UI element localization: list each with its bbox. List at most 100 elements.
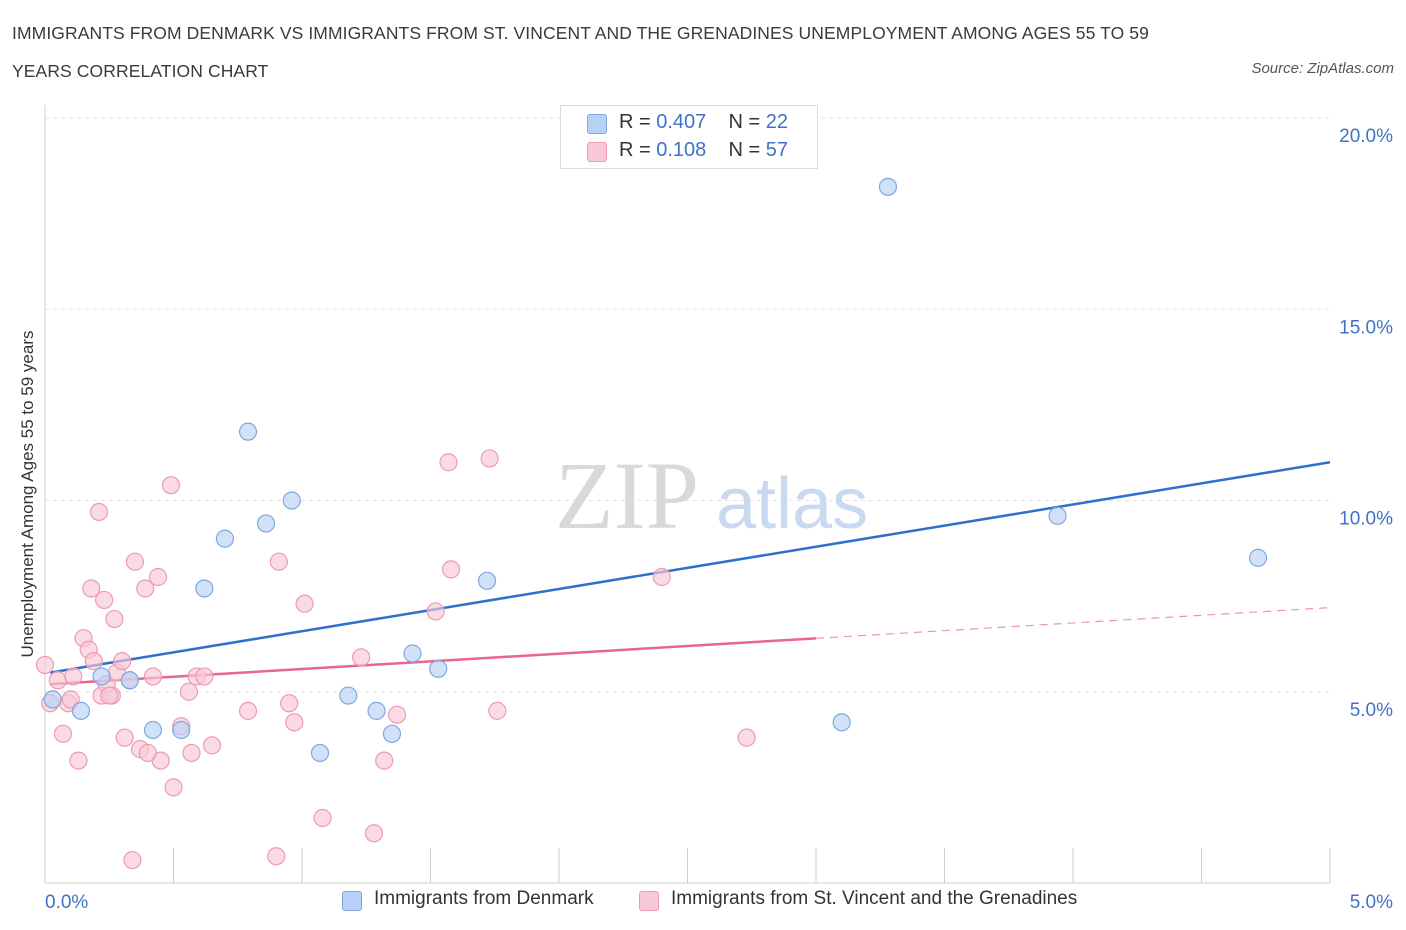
point-denmark (92, 667, 111, 686)
chart-title: IMMIGRANTS FROM DENMARK VS IMMIGRANTS FR… (12, 23, 1149, 81)
point-denmark (1248, 548, 1268, 567)
correlation-legend: R = 0.407 N = 22 R = 0.108 N = 57 (560, 105, 818, 169)
point-denmark (832, 713, 851, 732)
y-tick-label: 10.0% (1339, 509, 1393, 530)
trend-line (49, 461, 1331, 674)
point-st-vincent (295, 594, 314, 613)
point-denmark (310, 743, 330, 763)
point-st-vincent (48, 671, 67, 690)
point-st-vincent (439, 453, 458, 472)
point-st-vincent (125, 552, 145, 571)
point-denmark (195, 579, 214, 598)
point-st-vincent (195, 667, 214, 686)
point-denmark (339, 686, 358, 705)
gridlines (45, 117, 1330, 693)
point-st-vincent (105, 609, 124, 629)
bottom-legend-label-denmark: Immigrants from Denmark (374, 888, 594, 909)
point-st-vincent (285, 713, 304, 732)
point-denmark (429, 659, 448, 678)
bottom-legend-label-st-vincent: Immigrants from St. Vincent and the Gren… (671, 888, 1078, 909)
legend-swatch-st-vincent (587, 142, 607, 162)
point-denmark (215, 529, 234, 548)
x-tick-label: 5.0% (1350, 892, 1393, 913)
point-denmark (367, 701, 386, 720)
point-st-vincent (84, 652, 103, 671)
point-st-vincent (138, 743, 157, 763)
point-st-vincent (269, 552, 288, 571)
point-st-vincent (387, 705, 407, 724)
point-st-vincent (238, 701, 258, 720)
source-label: Source: ZipAtlas.com (1251, 60, 1394, 77)
point-denmark (172, 720, 191, 740)
point-st-vincent (143, 667, 163, 686)
trend-line-dashed (815, 607, 1331, 639)
point-st-vincent (136, 579, 155, 598)
point-denmark (477, 571, 497, 590)
point-denmark (382, 724, 402, 743)
point-st-vincent (182, 743, 201, 763)
point-st-vincent (89, 502, 109, 522)
legend-r-value: 0.407 (656, 111, 707, 133)
legend-r-label: R = (619, 139, 651, 161)
axes (44, 105, 1331, 884)
point-st-vincent (53, 724, 73, 743)
legend-n-value: 22 (765, 111, 789, 133)
point-denmark (403, 644, 422, 663)
point-denmark (878, 177, 898, 196)
point-denmark (120, 671, 139, 690)
legend-swatch-denmark (587, 114, 607, 134)
point-st-vincent (313, 808, 332, 828)
point-st-vincent (267, 847, 286, 866)
legend-r-value: 0.108 (656, 139, 707, 161)
point-st-vincent (95, 590, 114, 610)
point-st-vincent (61, 690, 80, 709)
point-st-vincent (364, 824, 384, 843)
watermark: ZIP atlas (555, 442, 868, 549)
point-st-vincent (148, 567, 168, 587)
tick-labels: 5.0% 10.0% 15.0% 20.0% 0.0% 5.0% (45, 126, 1393, 913)
y-tick-label: 5.0% (1350, 700, 1393, 721)
point-denmark (256, 514, 276, 533)
trend-line-solid (50, 637, 817, 686)
legend-r-label: R = (619, 111, 651, 133)
point-st-vincent (179, 682, 199, 701)
point-denmark (43, 690, 62, 709)
point-st-vincent (480, 449, 499, 468)
bottom-legend-swatch-denmark (342, 891, 362, 911)
data-points (35, 177, 1268, 870)
trend-lines (49, 461, 1331, 686)
point-st-vincent (123, 850, 142, 870)
legend-n-value: 57 (765, 139, 789, 161)
point-st-vincent (352, 648, 371, 667)
x-tick-label: 0.0% (45, 892, 88, 913)
point-st-vincent (652, 567, 671, 587)
point-denmark (1048, 506, 1067, 525)
point-st-vincent (100, 686, 119, 705)
point-st-vincent (115, 728, 134, 747)
point-denmark (238, 422, 258, 441)
bottom-legend-swatch-st-vincent (639, 891, 659, 911)
watermark-zip: ZIP (555, 442, 699, 549)
point-st-vincent (35, 655, 55, 675)
point-st-vincent (426, 602, 445, 621)
y-tick-label: 20.0% (1339, 126, 1393, 147)
y-tick-label: 15.0% (1339, 317, 1393, 338)
legend-n-label: N = (728, 111, 761, 133)
point-denmark (282, 491, 301, 510)
point-st-vincent (375, 751, 394, 770)
point-denmark (143, 720, 163, 740)
point-st-vincent (164, 778, 183, 797)
point-denmark (71, 701, 91, 720)
point-st-vincent (280, 694, 299, 713)
point-st-vincent (441, 560, 461, 579)
point-st-vincent (488, 701, 507, 720)
legend-n-label: N = (728, 139, 761, 161)
point-st-vincent (64, 667, 83, 686)
point-st-vincent (737, 728, 756, 747)
point-st-vincent (112, 652, 132, 671)
point-st-vincent (82, 579, 101, 598)
point-st-vincent (202, 736, 222, 755)
point-st-vincent (69, 751, 88, 770)
y-axis-label: Unemployment Among Ages 55 to 59 years (18, 330, 37, 658)
